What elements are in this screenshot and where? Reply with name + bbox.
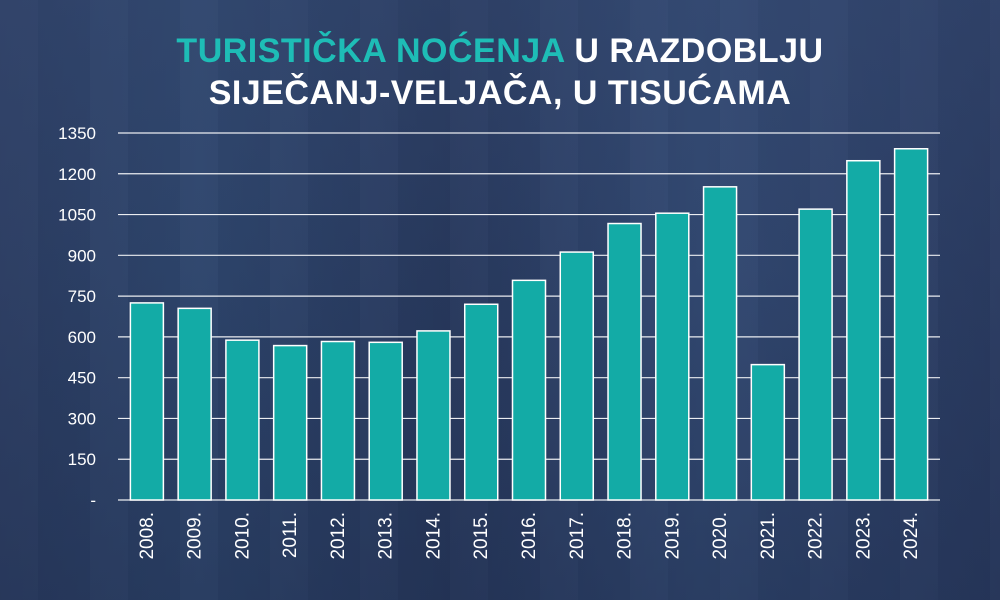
- bar: [272, 344, 308, 501]
- bar: [320, 340, 356, 501]
- x-tick-label: 2020.: [710, 512, 731, 560]
- bar: [750, 363, 786, 501]
- y-tick-label: -: [90, 491, 96, 510]
- y-tick-label: 1350: [58, 124, 96, 143]
- x-tick-label: 2010.: [232, 512, 253, 560]
- x-tick-label: 2023.: [853, 512, 874, 560]
- bar: [511, 279, 547, 501]
- x-tick-label: 2008.: [137, 512, 158, 560]
- y-tick-label: 450: [68, 369, 96, 388]
- x-tick-label: 2013.: [376, 512, 397, 560]
- bar: [893, 148, 929, 501]
- title-highlight: TURISTIČKA NOĆENJA: [176, 32, 565, 70]
- x-tick-label: 2021.: [758, 512, 779, 560]
- bar: [225, 339, 260, 501]
- x-axis-ticks: 2008. 2009. 2010. 2011. 2012. 2013. 2014. 2015.…: [137, 512, 922, 560]
- x-tick-label: 2017.: [567, 512, 588, 560]
- x-tick-label: 2019.: [662, 512, 683, 560]
- y-tick-label: 600: [68, 328, 96, 347]
- y-tick-label: 900: [68, 246, 96, 265]
- bar: [607, 222, 642, 501]
- bar: [655, 212, 690, 501]
- x-tick-label: 2009.: [185, 512, 206, 560]
- bars: [129, 148, 929, 501]
- x-tick-label: 2011.: [280, 512, 301, 558]
- title-line1-rest: U RAZDOBLJU: [564, 32, 824, 70]
- title-line-2: SIJEČANJ-VELJAČA, U TISUĆAMA: [208, 74, 792, 112]
- bar: [368, 341, 403, 501]
- chart-title: TURISTIČKA NOĆENJA U RAZDOBLJU SIJEČANJ-…: [0, 30, 1000, 114]
- title-line-1: TURISTIČKA NOĆENJA U RAZDOBLJU: [0, 30, 1000, 72]
- bar: [846, 159, 881, 501]
- y-tick-label: 1050: [58, 206, 96, 225]
- x-tick-label: 2016.: [519, 512, 540, 560]
- bar: [798, 208, 833, 501]
- y-tick-label: 300: [68, 409, 96, 428]
- bar: [559, 251, 595, 501]
- x-tick-label: 2018.: [615, 512, 636, 560]
- x-tick-label: 2024.: [901, 512, 922, 560]
- bar: [463, 303, 499, 501]
- x-tick-label: 2014.: [423, 512, 444, 560]
- bar: [416, 330, 451, 501]
- y-tick-label: 750: [68, 287, 96, 306]
- x-tick-label: 2015.: [471, 512, 492, 560]
- y-tick-label: 1200: [58, 165, 96, 184]
- bar: [702, 186, 738, 501]
- bar: [177, 307, 212, 501]
- y-tick-label: 150: [68, 450, 96, 469]
- bar: [129, 302, 165, 501]
- x-tick-label: 2022.: [806, 512, 827, 560]
- y-axis-ticks: - 150 300 450 600 750 900 1050 1200 1350: [58, 124, 96, 510]
- x-tick-label: 2012.: [328, 512, 349, 560]
